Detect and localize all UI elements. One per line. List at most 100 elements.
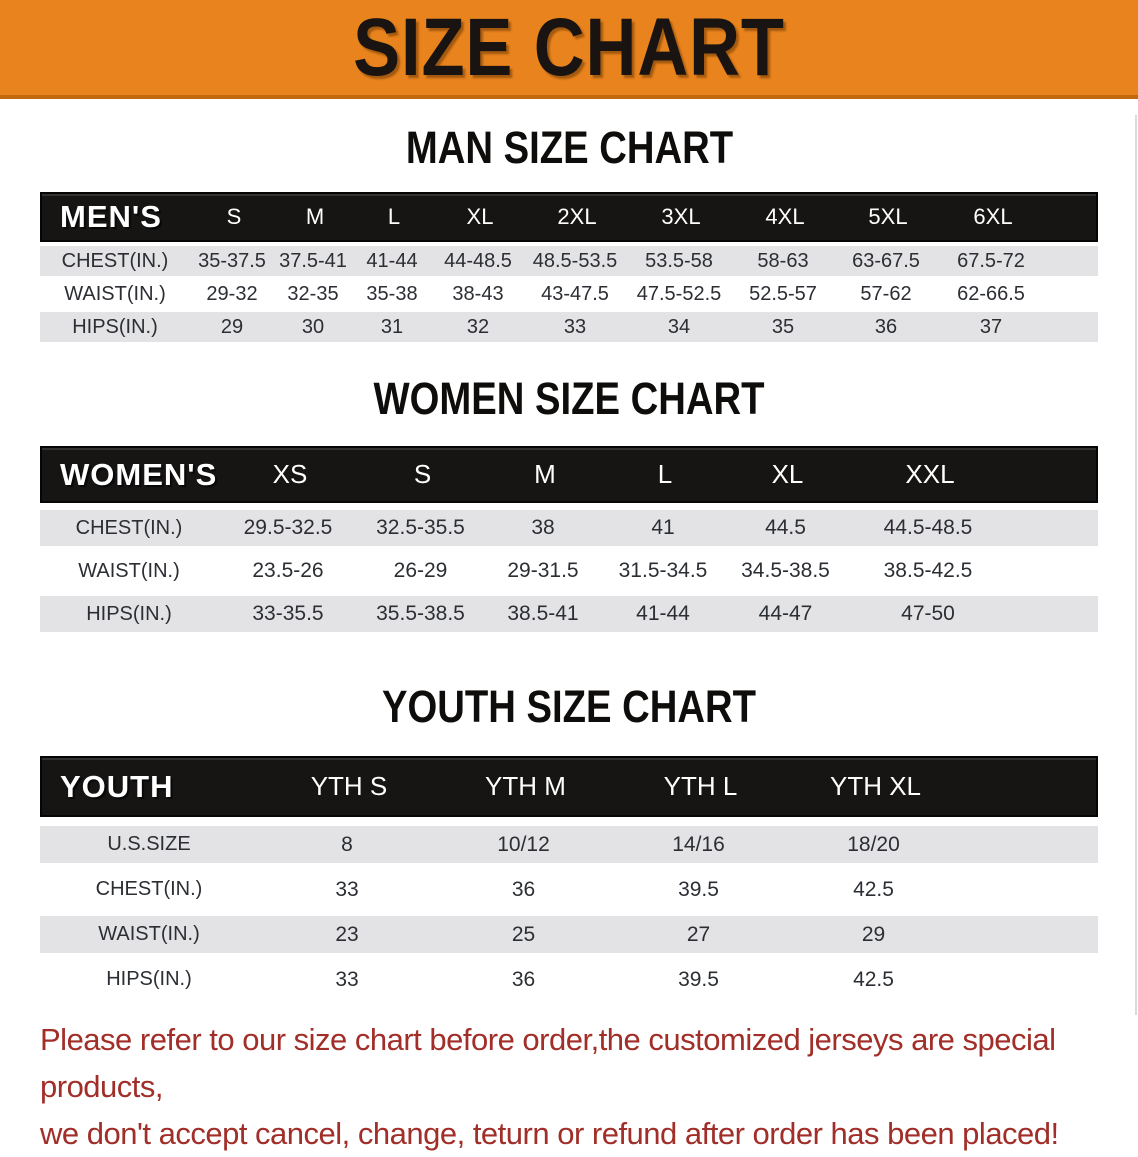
disclaimer: Please refer to our size chart before or… (0, 1016, 1138, 1157)
men-section-heading: MAN SIZE CHART (0, 125, 1138, 171)
size-column-header: YTH XL (829, 771, 922, 801)
size-column-header: 2XL (557, 204, 597, 229)
value-cell: 44.5-48.5 (883, 516, 973, 539)
row-label-cell: WAIST(IN.) (78, 559, 180, 582)
value-cell: 39.5 (678, 877, 719, 901)
men-size-table: MEN'S S M L XL 2XL 3XL 4XL 5XL 6XL CHEST(IN.) 35-37… (40, 192, 1098, 342)
value-cell: 35-37.5 (198, 249, 266, 272)
value-cell: 32-35 (287, 282, 339, 305)
value-cell: 67.5-72 (957, 249, 1025, 272)
banner-title: SIZE CHART (353, 1, 785, 93)
value-cell: 58-63 (757, 249, 809, 272)
table-row: WAIST(IN.) 23.5-26 26-29 29-31.5 31.5-34.5 34… (40, 553, 1098, 589)
value-cell: 39.5 (678, 967, 719, 991)
value-cell: 53.5-58 (645, 249, 713, 272)
value-cell: 33-35.5 (252, 602, 324, 625)
row-label-cell: HIPS(IN.) (72, 315, 158, 338)
value-cell: 38 (531, 516, 555, 539)
men-section-heading-text: MAN SIZE CHART (405, 122, 733, 173)
value-cell: 52.5-57 (749, 282, 817, 305)
size-column-header: 4XL (765, 204, 805, 229)
value-cell: 34.5-38.5 (741, 559, 830, 582)
table-row: U.S.SIZE 8 10/12 14/16 18/20 (40, 826, 1098, 863)
value-cell: 31.5-34.5 (618, 559, 708, 582)
value-cell: 33 (335, 967, 359, 991)
size-column-header: 6XL (973, 204, 1013, 229)
right-edge-line (1135, 115, 1137, 1015)
size-column-header: YTH L (663, 771, 738, 801)
banner: SIZE CHART (0, 0, 1138, 99)
value-cell: 41-44 (366, 249, 418, 272)
size-column-header: XXL (905, 459, 955, 489)
value-cell: 37.5-41 (279, 249, 347, 272)
value-cell: 36 (874, 315, 898, 338)
value-cell: 25 (511, 922, 536, 946)
women-size-table: WOMEN'S XS S M L XL XXL CHEST(IN.) 29.5-32.5 32.5… (40, 446, 1098, 632)
table-header-row: MEN'S S M L XL 2XL 3XL 4XL 5XL 6XL (40, 192, 1098, 242)
youth-section: YOUTH SIZE CHART YOUTH YTH S YTH M YTH L YTH… (0, 684, 1138, 998)
value-cell: 31 (380, 315, 404, 338)
value-cell: 8 (341, 832, 353, 856)
value-cell: 37 (979, 315, 1003, 338)
table-title-cell: YOUTH (60, 768, 174, 804)
table-header-row: YOUTH YTH S YTH M YTH L YTH XL (40, 756, 1098, 817)
table-row: CHEST(IN.) 29.5-32.5 32.5-35.5 38 41 44.5 44.5… (40, 510, 1098, 546)
value-cell: 10/12 (497, 832, 550, 856)
women-section-heading: WOMEN SIZE CHART (0, 376, 1138, 422)
value-cell: 57-62 (860, 282, 912, 305)
size-column-header: M (534, 459, 556, 489)
value-cell: 30 (301, 315, 325, 338)
table-row: WAIST(IN.) 23 25 27 29 (40, 916, 1098, 953)
row-label-cell: CHEST(IN.) (75, 516, 183, 539)
value-cell: 29-31.5 (507, 559, 579, 582)
value-cell: 26-29 (393, 559, 448, 582)
value-cell: 44-48.5 (444, 249, 512, 272)
table-row: HIPS(IN.) 29 30 31 32 33 34 35 36 37 (40, 312, 1098, 342)
value-cell: 48.5-53.5 (532, 249, 618, 272)
size-column-header: S (413, 459, 432, 489)
value-cell: 35 (771, 315, 795, 338)
size-column-header: XS (272, 459, 308, 489)
row-label-cell: CHEST(IN.) (61, 249, 169, 272)
table-row: CHEST(IN.) 33 36 39.5 42.5 (40, 871, 1098, 908)
table-row: WAIST(IN.) 29-32 32-35 35-38 38-43 43-47.5 47.… (40, 279, 1098, 309)
value-cell: 38.5-41 (507, 602, 579, 625)
value-cell: 35-38 (366, 282, 418, 305)
value-cell: 38.5-42.5 (883, 559, 973, 582)
size-column-header: XL (466, 204, 494, 229)
value-cell: 18/20 (847, 832, 900, 856)
value-cell: 35.5-38.5 (376, 602, 465, 625)
youth-section-heading-text: YOUTH SIZE CHART (381, 681, 756, 732)
row-label-cell: HIPS(IN.) (106, 968, 192, 990)
men-section: MAN SIZE CHART MEN'S S M L XL 2XL 3XL 4XL 5XL 6XL… (0, 125, 1138, 342)
row-label-cell: CHEST(IN.) (95, 878, 203, 900)
value-cell: 14/16 (672, 832, 725, 856)
size-column-header: M (305, 204, 325, 229)
size-column-header: L (657, 459, 673, 489)
value-cell: 27 (686, 922, 711, 946)
value-cell: 38-43 (452, 282, 504, 305)
value-cell: 44-47 (758, 602, 813, 625)
size-column-header: L (387, 204, 401, 229)
value-cell: 33 (563, 315, 587, 338)
size-column-header: YTH M (485, 771, 566, 801)
table-title-cell: MEN'S (60, 199, 162, 234)
disclaimer-line-1: Please refer to our size chart before or… (40, 1022, 1056, 1104)
value-cell: 34 (667, 315, 691, 338)
value-cell: 36 (511, 877, 536, 901)
value-cell: 47.5-52.5 (636, 282, 722, 305)
value-cell: 23.5-26 (252, 559, 324, 582)
women-section-heading-text: WOMEN SIZE CHART (373, 373, 765, 424)
value-cell: 29-32 (206, 282, 258, 305)
value-cell: 32.5-35.5 (376, 516, 465, 539)
table-row: HIPS(IN.) 33 36 39.5 42.5 (40, 961, 1098, 998)
table-row: CHEST(IN.) 35-37.5 37.5-41 41-44 44-48.5 48.5… (40, 246, 1098, 276)
value-cell: 41-44 (636, 602, 690, 625)
value-cell: 32 (466, 315, 490, 338)
disclaimer-line-2: we don't accept cancel, change, teturn o… (40, 1116, 1059, 1151)
value-cell: 63-67.5 (852, 249, 920, 272)
value-cell: 33 (335, 877, 359, 901)
value-cell: 42.5 (853, 877, 894, 901)
size-column-header: 3XL (661, 204, 701, 229)
size-column-header: 5XL (868, 204, 908, 229)
